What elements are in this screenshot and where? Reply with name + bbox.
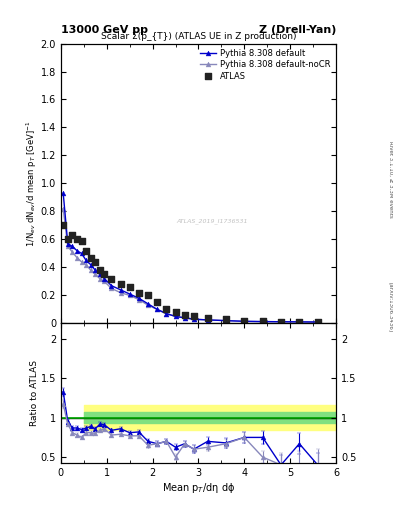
Title: Scalar Σ(p_{T}) (ATLAS UE in Z production): Scalar Σ(p_{T}) (ATLAS UE in Z productio… [101,32,296,41]
Pythia 8.308 default-noCR [205,317,210,323]
Y-axis label: Ratio to ATLAS: Ratio to ATLAS [30,360,39,426]
Pythia 8.308 default [97,271,102,278]
Pythia 8.308 default [224,317,228,324]
X-axis label: Mean p$_{T}$/dη dϕ: Mean p$_{T}$/dη dϕ [162,481,235,495]
ATLAS [154,298,160,307]
ATLAS [241,316,248,325]
ATLAS [83,247,89,255]
ATLAS [163,305,169,313]
ATLAS [204,314,211,322]
Pythia 8.308 default [191,316,196,322]
Text: Z (Drell-Yan): Z (Drell-Yan) [259,25,336,35]
Pythia 8.308 default-noCR [146,302,151,308]
Pythia 8.308 default-noCR [93,271,97,278]
ATLAS [223,315,229,323]
Pythia 8.308 default-noCR [118,290,123,296]
Pythia 8.308 default-noCR [97,275,102,282]
Pythia 8.308 default-noCR [84,262,88,268]
ATLAS [173,308,179,316]
Text: [arXiv:1306.3436]: [arXiv:1306.3436] [389,282,393,332]
Legend: Pythia 8.308 default, Pythia 8.308 default-noCR, ATLAS: Pythia 8.308 default, Pythia 8.308 defau… [198,48,332,82]
Pythia 8.308 default-noCR [279,318,283,325]
ATLAS [191,312,197,321]
Pythia 8.308 default-noCR [155,306,160,312]
Line: Pythia 8.308 default-noCR: Pythia 8.308 default-noCR [61,206,320,325]
Pythia 8.308 default [164,311,169,317]
Pythia 8.308 default-noCR [75,254,79,261]
ATLAS [79,237,85,245]
ATLAS [101,270,108,279]
ATLAS [127,283,133,291]
ATLAS [64,236,71,244]
Pythia 8.308 default [61,190,66,196]
Text: ATLAS_2019_I1736531: ATLAS_2019_I1736531 [176,219,248,224]
ATLAS [74,236,80,244]
Pythia 8.308 default-noCR [109,285,114,291]
ATLAS [145,291,151,300]
Pythia 8.308 default [205,317,210,323]
Pythia 8.308 default-noCR [164,311,169,317]
Y-axis label: 1/N$_{ev}$ dN$_{ev}$/d mean p$_{T}$ [GeV]$^{-1}$: 1/N$_{ev}$ dN$_{ev}$/d mean p$_{T}$ [GeV… [25,120,39,247]
Text: Rivet 3.1.10, ≥ 3.3M events: Rivet 3.1.10, ≥ 3.3M events [389,141,393,218]
Pythia 8.308 default [260,318,265,325]
Pythia 8.308 default [102,275,107,282]
Pythia 8.308 default-noCR [315,319,320,325]
Pythia 8.308 default-noCR [79,259,84,265]
ATLAS [296,318,303,326]
ATLAS [314,318,321,326]
Pythia 8.308 default [93,267,97,273]
ATLAS [278,318,284,326]
Pythia 8.308 default-noCR [61,206,66,212]
Pythia 8.308 default [70,243,75,249]
Pythia 8.308 default [109,283,114,289]
Pythia 8.308 default [315,319,320,325]
ATLAS [182,311,188,319]
ATLAS [118,280,124,288]
Text: 13000 GeV pp: 13000 GeV pp [61,25,148,35]
ATLAS [60,221,66,229]
Pythia 8.308 default [127,291,132,297]
ATLAS [136,289,142,297]
Pythia 8.308 default [79,250,84,257]
Pythia 8.308 default [65,241,70,247]
Pythia 8.308 default-noCR [260,318,265,325]
Pythia 8.308 default [118,287,123,293]
Pythia 8.308 default [88,262,93,268]
Pythia 8.308 default [182,315,187,321]
ATLAS [108,274,114,283]
Pythia 8.308 default-noCR [127,292,132,298]
Pythia 8.308 default [155,306,160,312]
Pythia 8.308 default-noCR [88,267,93,273]
Pythia 8.308 default [136,295,141,301]
ATLAS [259,316,266,325]
Pythia 8.308 default-noCR [70,249,75,255]
Pythia 8.308 default-noCR [191,316,196,322]
Pythia 8.308 default [75,248,79,254]
Pythia 8.308 default [297,319,302,325]
Pythia 8.308 default-noCR [136,296,141,303]
ATLAS [69,231,75,239]
Pythia 8.308 default-noCR [102,279,107,285]
Pythia 8.308 default-noCR [65,243,70,249]
Pythia 8.308 default [279,318,283,325]
Pythia 8.308 default [84,258,88,264]
Pythia 8.308 default-noCR [182,315,187,321]
Pythia 8.308 default [242,318,247,325]
ATLAS [97,266,103,274]
Pythia 8.308 default-noCR [224,317,228,324]
Pythia 8.308 default [173,313,178,319]
Pythia 8.308 default-noCR [297,319,302,325]
Pythia 8.308 default-noCR [173,313,178,319]
Line: Pythia 8.308 default: Pythia 8.308 default [61,191,320,325]
ATLAS [92,258,98,266]
Pythia 8.308 default-noCR [242,318,247,325]
Pythia 8.308 default [146,301,151,307]
ATLAS [88,253,94,262]
